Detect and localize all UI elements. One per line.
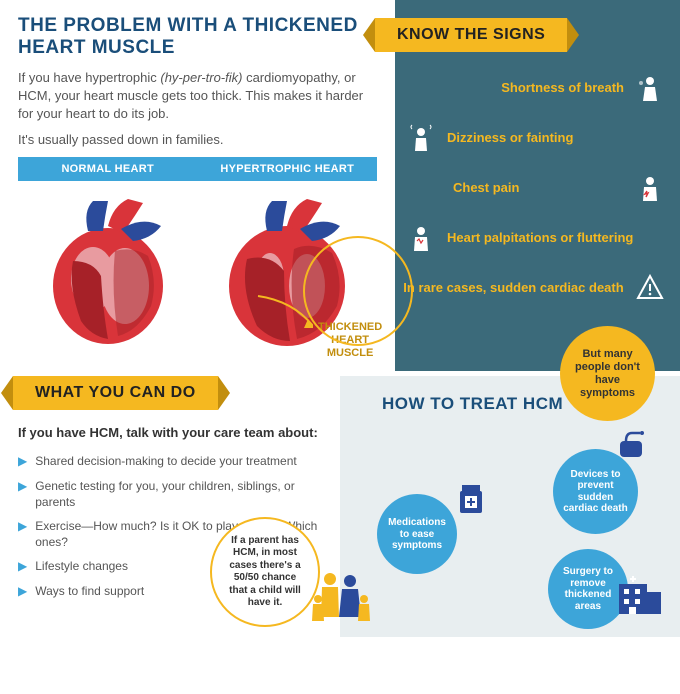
treat-circle-meds: Medications to ease symptoms xyxy=(377,494,457,574)
intro-para-2: It's usually passed down in families. xyxy=(18,131,377,149)
parent-note-circle: If a parent has HCM, in most cases there… xyxy=(210,517,320,627)
arrow-icon: ▶ xyxy=(18,454,27,470)
cando-ribbon: WHAT YOU CAN DO xyxy=(13,376,218,410)
device-icon xyxy=(612,427,650,465)
pronunciation: (hy-per-tro-fik) xyxy=(160,70,242,85)
palpitations-icon xyxy=(403,220,439,256)
arrow-icon: ▶ xyxy=(18,479,27,495)
family-icon xyxy=(312,569,372,629)
callout-circle xyxy=(303,236,413,346)
signs-ribbon: KNOW THE SIGNS xyxy=(375,18,567,52)
sign-item: Dizziness or fainting xyxy=(403,120,668,156)
pill-bottle-icon xyxy=(452,479,490,517)
warning-icon xyxy=(632,270,668,306)
sign-item: Shortness of breath xyxy=(403,70,668,106)
chest-pain-icon xyxy=(632,170,668,206)
cando-subhead: If you have HCM, talk with your care tea… xyxy=(18,425,322,442)
main-title: THE PROBLEM WITH A THICKENED HEART MUSCL… xyxy=(18,15,377,59)
sign-item: In rare cases, sudden cardiac death xyxy=(403,270,668,306)
list-item: ▶Genetic testing for you, your children,… xyxy=(18,479,322,510)
symptoms-note-circle: But many people don't have symptoms xyxy=(560,326,655,421)
sign-item: Heart palpitations or fluttering xyxy=(403,220,668,256)
callout-arrow-icon xyxy=(253,291,313,331)
arrow-icon: ▶ xyxy=(18,519,27,535)
signs-list: Shortness of breath Dizziness or faintin… xyxy=(395,52,680,328)
heart-diagrams: THICKENED HEART MUSCLE xyxy=(18,181,377,361)
dizzy-icon xyxy=(403,120,439,156)
hospital-icon xyxy=(615,574,663,616)
list-item: ▶Shared decision-making to decide your t… xyxy=(18,454,322,470)
hypertrophic-heart-label: HYPERTROPHIC HEART xyxy=(198,157,378,181)
intro-text-a: If you have hypertrophic xyxy=(18,70,160,85)
heart-label-bar: NORMAL HEART HYPERTROPHIC HEART xyxy=(18,157,377,181)
normal-heart-icon xyxy=(18,191,198,351)
normal-heart-label: NORMAL HEART xyxy=(18,157,198,181)
intro-para-1: If you have hypertrophic (hy-per-tro-fik… xyxy=(18,69,377,124)
breath-icon xyxy=(632,70,668,106)
sign-item: Chest pain xyxy=(403,170,668,206)
treat-diagram: Medications to ease symptoms Devices to … xyxy=(352,419,668,619)
arrow-icon: ▶ xyxy=(18,584,27,600)
arrow-icon: ▶ xyxy=(18,559,27,575)
